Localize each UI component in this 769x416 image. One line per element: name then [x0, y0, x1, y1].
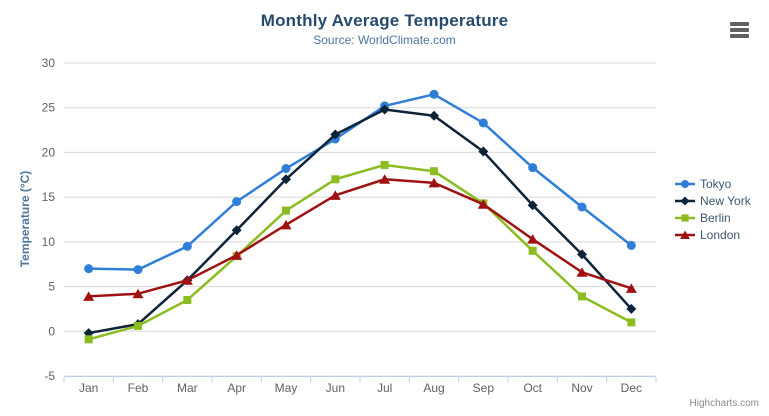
- x-axis-label: Feb: [128, 381, 149, 395]
- triangle-icon: [680, 230, 690, 239]
- series-line-new-york: [87, 108, 633, 335]
- series-new-york: [83, 104, 637, 339]
- legend-marker-new-york: [675, 196, 695, 205]
- circle-icon: [680, 179, 690, 188]
- legend-item-label: London: [700, 227, 741, 242]
- series-line-berlin: [87, 163, 633, 341]
- x-axis-label: Dec: [621, 381, 642, 395]
- legend-item-new-york[interactable]: New York: [674, 192, 769, 209]
- legend-marker-tokyo: [675, 179, 695, 188]
- marker-london[interactable]: [181, 275, 193, 285]
- marker-berlin[interactable]: [331, 175, 340, 184]
- diamond-icon: [680, 196, 690, 205]
- y-axis-label: 15: [42, 190, 56, 204]
- marker-tokyo[interactable]: [281, 164, 291, 174]
- legend-item-label: New York: [700, 193, 751, 208]
- marker-berlin[interactable]: [84, 335, 93, 344]
- y-axis-label: 30: [42, 56, 56, 70]
- series-tokyo: [84, 89, 636, 275]
- legend-marker-berlin: [675, 213, 695, 222]
- context-menu-button[interactable]: [730, 22, 749, 38]
- credits-link[interactable]: Highcharts.com: [689, 398, 759, 409]
- marker-tokyo[interactable]: [182, 241, 192, 251]
- marker-tokyo[interactable]: [84, 264, 94, 274]
- series-line-tokyo: [87, 93, 633, 271]
- marker-london[interactable]: [329, 190, 341, 200]
- legend-marker-london: [675, 230, 695, 239]
- x-axis-label: May: [275, 381, 298, 395]
- y-axis-label: 10: [42, 235, 56, 249]
- marker-london[interactable]: [379, 174, 391, 184]
- marker-london[interactable]: [477, 199, 489, 209]
- square-icon: [681, 213, 689, 222]
- marker-new-york[interactable]: [330, 129, 341, 140]
- hamburger-icon: [730, 34, 749, 38]
- marker-berlin[interactable]: [282, 206, 290, 215]
- marker-london[interactable]: [625, 283, 637, 293]
- marker-new-york[interactable]: [626, 303, 637, 314]
- marker-new-york[interactable]: [478, 146, 489, 157]
- marker-berlin[interactable]: [183, 295, 192, 304]
- marker-new-york[interactable]: [379, 104, 390, 115]
- marker-london[interactable]: [280, 219, 292, 230]
- y-axis-label: 25: [42, 101, 56, 115]
- marker-tokyo[interactable]: [577, 202, 587, 212]
- marker-tokyo[interactable]: [478, 118, 488, 128]
- marker-new-york[interactable]: [577, 249, 587, 260]
- legend-item-label: Tokyo: [700, 176, 732, 191]
- hamburger-icon: [730, 28, 749, 32]
- marker-berlin[interactable]: [134, 321, 142, 330]
- x-axis-label: Sep: [473, 381, 495, 395]
- legend: Tokyo New York Berlin London: [674, 175, 769, 243]
- chart-subtitle: Source: WorldClimate.com: [313, 33, 456, 47]
- legend-item-london[interactable]: London: [674, 226, 769, 243]
- x-axis-label: Nov: [571, 381, 592, 395]
- marker-london[interactable]: [428, 177, 440, 188]
- marker-berlin[interactable]: [528, 246, 537, 255]
- x-axis-label: Jun: [326, 381, 345, 395]
- x-axis-label: Jul: [377, 381, 392, 395]
- hamburger-icon: [730, 22, 749, 26]
- marker-tokyo[interactable]: [626, 240, 636, 250]
- marker-berlin[interactable]: [578, 292, 586, 301]
- marker-london[interactable]: [132, 288, 144, 299]
- marker-tokyo[interactable]: [429, 89, 439, 99]
- marker-new-york[interactable]: [527, 200, 538, 211]
- marker-new-york[interactable]: [231, 225, 242, 236]
- y-axis-label: -5: [44, 369, 55, 383]
- x-axis-label: Aug: [423, 381, 444, 395]
- marker-tokyo[interactable]: [133, 265, 143, 275]
- series-line-london: [87, 178, 633, 298]
- y-axis-label: 5: [48, 280, 55, 294]
- marker-london[interactable]: [576, 267, 588, 277]
- marker-london[interactable]: [83, 291, 95, 301]
- marker-london[interactable]: [231, 250, 243, 260]
- legend-item-berlin[interactable]: Berlin: [674, 209, 769, 226]
- marker-berlin[interactable]: [430, 167, 438, 176]
- marker-tokyo[interactable]: [528, 163, 538, 173]
- x-axis-label: Jan: [79, 381, 98, 395]
- x-axis-label: Mar: [177, 381, 198, 395]
- legend-item-tokyo[interactable]: Tokyo: [674, 175, 769, 192]
- marker-new-york[interactable]: [281, 174, 291, 185]
- marker-berlin[interactable]: [627, 318, 636, 327]
- chart-title: Monthly Average Temperature: [260, 11, 509, 30]
- y-axis-label: 20: [42, 145, 56, 159]
- x-axis-label: Apr: [227, 381, 246, 395]
- marker-new-york[interactable]: [429, 110, 439, 121]
- marker-berlin[interactable]: [380, 160, 389, 169]
- legend-item-label: Berlin: [700, 210, 731, 225]
- series-london: [83, 174, 637, 301]
- x-axis-label: Oct: [523, 381, 542, 395]
- y-axis-label: 0: [48, 324, 55, 338]
- marker-tokyo[interactable]: [232, 197, 242, 207]
- marker-london[interactable]: [527, 234, 539, 244]
